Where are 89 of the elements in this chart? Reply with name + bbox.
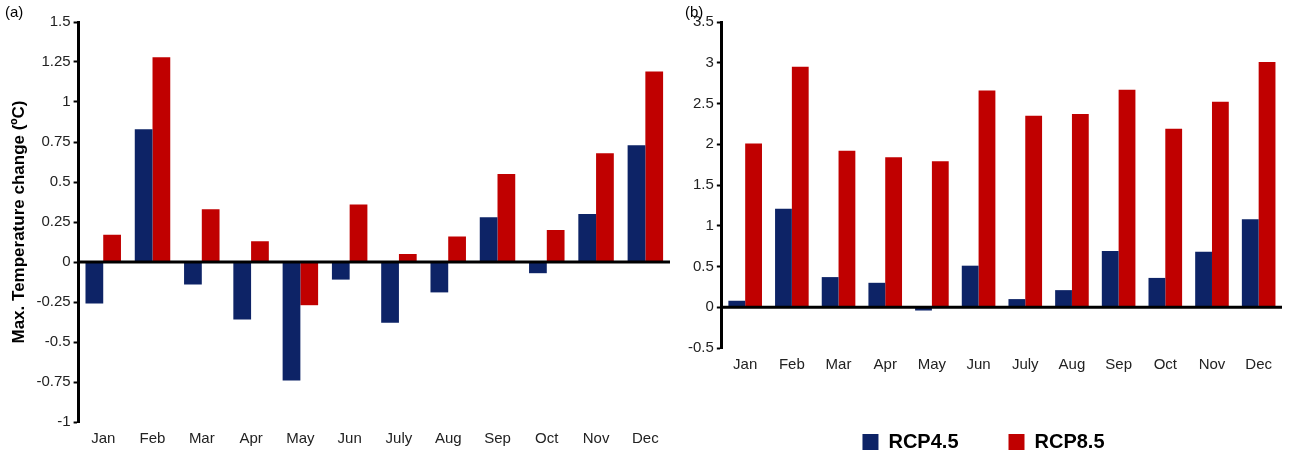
bar [152, 57, 171, 262]
x-tick-label: Sep [1105, 355, 1132, 373]
bar [497, 174, 516, 262]
y-tick-label: 0.75 [41, 132, 71, 150]
x-tick-label: Apr [873, 355, 897, 373]
y-tick-label: -0.5 [687, 338, 714, 356]
x-tick-label: Jun [337, 429, 362, 447]
x-tick-label: Sep [484, 429, 511, 447]
y-tick-label: -1 [57, 412, 71, 430]
bar [381, 262, 399, 323]
bar [103, 234, 121, 262]
bar [868, 282, 886, 307]
bar [791, 66, 809, 307]
x-tick-label: Mar [188, 429, 215, 447]
y-tick-label: 1.25 [41, 52, 71, 70]
x-tick-label: Dec [1245, 355, 1273, 373]
x-tick-label: Nov [582, 429, 610, 447]
x-tick-label: Aug [434, 429, 462, 447]
bar [645, 71, 664, 262]
bar [233, 262, 252, 320]
bar [1055, 290, 1072, 307]
y-tick-label: 3 [705, 52, 714, 70]
y-tick-label: 0 [705, 297, 714, 315]
bar [1148, 277, 1166, 307]
bar [1025, 115, 1043, 307]
x-tick-label: Jan [733, 355, 758, 373]
bar [349, 204, 368, 262]
bar [1258, 61, 1276, 307]
bar [184, 262, 202, 285]
x-tick-label: Nov [1198, 355, 1226, 373]
y-axis-title: Max. Temperature change (ºC) [8, 100, 28, 344]
y-tick-label: -0.5 [44, 332, 71, 350]
bar [300, 262, 319, 306]
legend-label: RCP4.5 [888, 429, 959, 452]
bar [85, 262, 104, 304]
bar [931, 161, 949, 307]
x-tick-label: Feb [139, 429, 166, 447]
bar [1118, 89, 1136, 307]
x-tick-label: Oct [1153, 355, 1178, 373]
bar [201, 209, 220, 262]
bar [479, 217, 498, 262]
bar [961, 265, 979, 307]
bar [978, 90, 996, 307]
legend-label: RCP8.5 [1034, 429, 1105, 452]
bar [596, 153, 614, 262]
y-tick-label: 0.5 [692, 256, 714, 274]
bar [885, 157, 903, 307]
bar [745, 143, 762, 307]
x-tick-label: Apr [239, 429, 263, 447]
bar [821, 277, 839, 307]
bar [282, 262, 301, 381]
y-tick-label: 0 [62, 252, 71, 270]
bar [1165, 128, 1183, 307]
y-tick-label: -0.75 [36, 372, 71, 390]
x-tick-label: May [917, 355, 947, 373]
bar [1211, 101, 1229, 307]
x-tick-label: July [1011, 355, 1040, 373]
bar [430, 262, 449, 293]
x-tick-label: Feb [778, 355, 805, 373]
y-tick-label: -0.25 [36, 292, 71, 310]
y-tick-label: 1 [705, 215, 714, 233]
bar [775, 208, 792, 307]
y-tick-label: 1 [62, 92, 71, 110]
x-tick-label: Aug [1058, 355, 1086, 373]
x-tick-label: Jun [966, 355, 991, 373]
y-tick-label: 2 [705, 134, 714, 152]
bar [251, 241, 269, 262]
y-tick-label: 1.5 [692, 175, 714, 193]
chart-title: (a) [5, 3, 24, 21]
bar [134, 129, 153, 262]
y-tick-label: 1.5 [49, 12, 71, 30]
x-tick-label: Dec [632, 429, 660, 447]
x-tick-label: Jan [91, 429, 116, 447]
x-tick-label: July [385, 429, 413, 447]
x-tick-label: Oct [535, 429, 560, 447]
bar [1195, 251, 1212, 307]
bar [1241, 219, 1259, 307]
y-tick-label: 0.25 [41, 212, 71, 230]
y-tick-label: 0.5 [49, 172, 71, 190]
bar [627, 145, 646, 262]
bar [578, 214, 597, 262]
bar [546, 230, 565, 262]
bar [448, 236, 466, 262]
bar [1071, 114, 1089, 307]
bar [1101, 251, 1119, 307]
y-tick-label: 2.5 [692, 93, 714, 111]
bar [838, 150, 856, 307]
x-tick-label: May [286, 429, 316, 447]
x-tick-label: Mar [825, 355, 852, 373]
